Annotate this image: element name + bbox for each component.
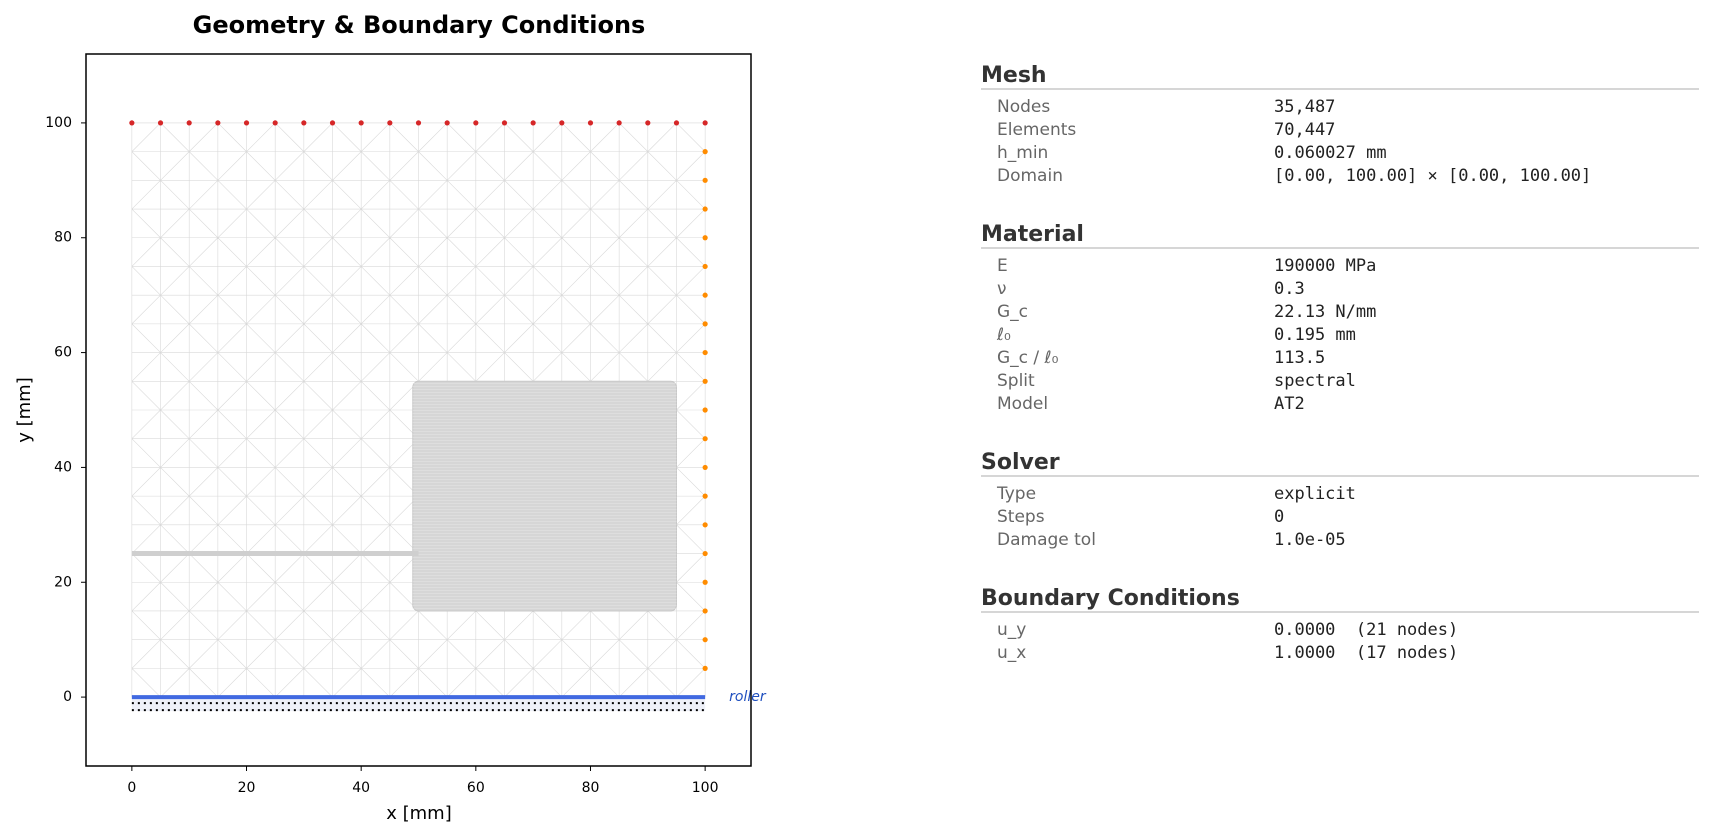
info-value: spectral [1274,371,1356,391]
info-value: 70,447 [1274,120,1335,140]
boundary-node [501,120,508,126]
ground [131,699,706,712]
section-title: Material [981,222,1084,247]
boundary-node [616,120,622,126]
boundary-node [702,378,708,384]
boundary-node [444,120,450,126]
boundary-node [157,120,164,126]
info-label: Steps [997,507,1045,527]
info-value: explicit [1274,484,1356,504]
boundary-node [129,120,135,126]
boundary-node [387,120,393,126]
plot-frame [85,53,752,767]
info-value: 190000 MPa [1274,256,1376,276]
boundary-node [415,120,422,126]
y-tick-label: 80 [54,230,72,246]
info-value: AT2 [1274,394,1305,414]
refined-lines [412,383,677,609]
info-label: Model [997,394,1048,414]
info-value: 35,487 [1274,97,1335,117]
x-tick-label: 0 [127,780,136,796]
info-label: ℓ₀ [996,325,1011,345]
boundary-node [702,120,708,126]
boundary-node [702,522,708,528]
boundary-node [587,120,594,126]
boundary-node [702,321,708,327]
info-value: 0.195 mm [1274,325,1356,345]
info-value: 0 [1274,507,1284,527]
boundary-node [673,120,680,126]
info-value: 1.0000 (17 nodes) [1274,643,1458,663]
x-tick-label: 40 [352,780,370,796]
boundary-node [702,407,708,413]
boundary-node [702,436,708,442]
info-label: E [997,256,1008,276]
boundary-node [702,263,708,270]
section-title: Mesh [981,63,1047,88]
boundary-node [329,120,336,126]
boundary-node [530,120,536,126]
y-tick-label: 60 [54,345,72,361]
info-value: 0.3 [1274,279,1305,299]
chart-title: Geometry & Boundary Conditions [193,11,646,39]
y-axis-label: y [mm] [14,377,35,443]
boundary-node [702,493,708,499]
boundary-node [702,550,708,557]
boundary-node [702,292,708,298]
boundary-node [358,120,364,126]
boundary-node [301,120,307,126]
x-tick-label: 20 [238,780,256,796]
boundary-node [186,120,192,126]
roller-label: roller [729,689,767,705]
info-value: 1.0e-05 [1274,530,1346,550]
info-label: Elements [997,120,1076,140]
info-value: [0.00, 100.00] × [0.00, 100.00] [1274,166,1591,186]
boundary-node [272,120,278,126]
info-value: 0.060027 mm [1274,143,1387,163]
info-label: Split [997,371,1035,391]
y-tick-label: 40 [54,459,72,475]
boundary-node [702,464,708,471]
x-tick-label: 100 [692,780,719,796]
info-label: Damage tol [997,530,1096,550]
boundary-node [702,637,708,643]
info-label: Nodes [997,97,1050,117]
info-label: h_min [997,143,1048,163]
boundary-node [243,120,250,126]
boundary-node [702,206,708,212]
info-value: 0.0000 (21 nodes) [1274,620,1458,640]
x-tick-label: 60 [467,780,485,796]
info-label: G_c / ℓ₀ [997,348,1059,368]
info-label: Type [996,484,1036,504]
boundary-node [702,177,708,183]
info-label: u_y [997,620,1026,640]
boundary-node [702,149,708,155]
info-label: ν [997,279,1007,299]
x-axis-label: x [mm] [386,803,452,824]
boundary-node [215,120,221,126]
boundary-node [559,120,565,126]
y-tick-label: 0 [63,689,72,705]
boundary-node [702,349,708,356]
x-tick-label: 80 [582,780,600,796]
y-tick-label: 20 [54,574,72,590]
boundary-node [645,120,651,126]
section-title: Solver [981,450,1060,475]
info-value: 113.5 [1274,348,1325,368]
info-label: u_x [997,643,1026,663]
refined-region [412,380,677,612]
boundary-node [473,120,479,126]
section-title: Boundary Conditions [981,586,1240,611]
boundary-node [702,579,708,585]
boundary-node [702,235,708,241]
info-label: G_c [997,302,1028,322]
info-value: 22.13 N/mm [1274,302,1376,322]
boundary-node [702,665,708,671]
boundary-node [702,608,708,614]
info-label: Domain [997,166,1063,186]
y-tick-label: 100 [45,115,72,131]
